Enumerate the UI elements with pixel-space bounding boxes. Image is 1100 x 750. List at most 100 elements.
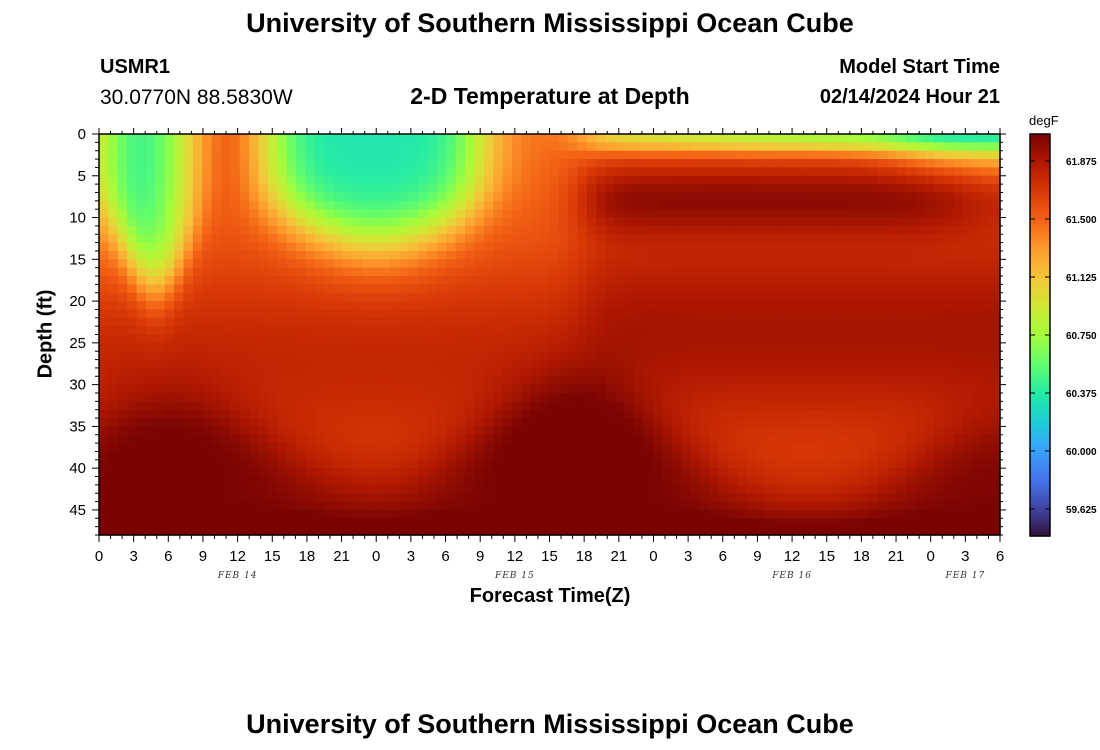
- heatmap-cell: [540, 142, 551, 152]
- heatmap-cell: [690, 359, 701, 369]
- heatmap-cell: [934, 250, 945, 260]
- heatmap-cell: [896, 200, 907, 210]
- heatmap-cell: [812, 359, 823, 369]
- heatmap-cell: [540, 342, 551, 352]
- heatmap-cell: [953, 326, 964, 336]
- heatmap-cell: [183, 159, 194, 169]
- heatmap-cell: [755, 351, 766, 361]
- heatmap-cell: [859, 276, 870, 285]
- heatmap-cell: [145, 167, 156, 177]
- heatmap-cell: [455, 459, 466, 469]
- heatmap-cell: [755, 434, 766, 444]
- heatmap-cell: [671, 142, 682, 152]
- heatmap-cell: [699, 384, 710, 394]
- heatmap-cell: [981, 342, 992, 352]
- heatmap-cell: [455, 509, 466, 519]
- heatmap-cell: [615, 367, 626, 377]
- heatmap-cell: [305, 209, 316, 219]
- heatmap-cell: [333, 175, 344, 185]
- heatmap-cell: [221, 351, 231, 361]
- heatmap-cell: [465, 484, 476, 494]
- heatmap-cell: [136, 376, 147, 386]
- heatmap-cell: [906, 234, 917, 244]
- heatmap-cell: [521, 317, 532, 327]
- heatmap-cell: [671, 476, 682, 486]
- heatmap-cell: [605, 451, 616, 461]
- heatmap-cell: [117, 317, 128, 327]
- heatmap-cell: [746, 418, 757, 427]
- heatmap-cell: [990, 509, 1001, 519]
- heatmap-cell: [558, 301, 569, 311]
- heatmap-cell: [643, 284, 654, 294]
- heatmap-cell: [587, 209, 598, 219]
- heatmap-cell: [680, 334, 691, 344]
- heatmap-cell: [155, 376, 166, 386]
- heatmap-cell: [192, 342, 203, 352]
- heatmap-cell: [718, 250, 729, 260]
- heatmap-cell: [352, 518, 363, 528]
- heatmap-cell: [812, 267, 823, 277]
- heatmap-cell: [117, 142, 128, 152]
- heatmap-cell: [249, 326, 260, 336]
- heatmap-cell: [981, 225, 992, 235]
- heatmap-cell: [108, 242, 119, 252]
- heatmap-cell: [624, 292, 635, 302]
- heatmap-cell: [605, 250, 616, 260]
- heatmap-cell: [596, 292, 607, 302]
- heatmap-cell: [971, 292, 982, 302]
- heatmap-cell: [680, 326, 691, 336]
- heatmap-cell: [455, 426, 466, 436]
- heatmap-cell: [718, 418, 729, 427]
- heatmap-cell: [296, 334, 307, 344]
- heatmap-cell: [755, 284, 766, 294]
- heatmap-cell: [221, 134, 231, 143]
- heatmap-cell: [746, 250, 757, 260]
- heatmap-cell: [962, 409, 973, 419]
- heatmap-cell: [446, 326, 457, 336]
- heatmap-cell: [352, 184, 363, 194]
- heatmap-cell: [859, 234, 870, 244]
- heatmap-cell: [877, 392, 888, 402]
- heatmap-cell: [145, 501, 156, 511]
- heatmap-cell: [906, 217, 917, 227]
- heatmap-cell: [690, 476, 701, 486]
- heatmap-cell: [662, 301, 673, 311]
- heatmap-cell: [436, 225, 447, 235]
- heatmap-cell: [371, 401, 382, 411]
- heatmap-cell: [99, 501, 109, 511]
- heatmap-cell: [436, 167, 447, 177]
- heatmap-cell: [624, 359, 635, 369]
- heatmap-cell: [380, 426, 391, 436]
- heatmap-cell: [436, 401, 447, 411]
- heatmap-cell: [596, 493, 607, 503]
- heatmap-cell: [587, 468, 598, 478]
- heatmap-cell: [502, 392, 513, 402]
- heatmap-cell: [859, 476, 870, 486]
- heatmap-cell: [774, 326, 785, 336]
- heatmap-cell: [587, 301, 598, 311]
- heatmap-cell: [962, 217, 973, 227]
- heatmap-cell: [436, 509, 447, 519]
- heatmap-cell: [633, 150, 644, 160]
- heatmap-cell: [540, 409, 551, 419]
- colorbar-swatch: [1030, 331, 1050, 336]
- heatmap-cell: [324, 342, 335, 352]
- heatmap-cell: [906, 493, 917, 503]
- heatmap-cell: [877, 451, 888, 461]
- heatmap-cell: [877, 493, 888, 503]
- heatmap-cell: [652, 142, 663, 152]
- heatmap-cell: [408, 359, 419, 369]
- heatmap-cell: [389, 225, 400, 235]
- heatmap-cell: [192, 301, 203, 311]
- heatmap-cell: [624, 267, 635, 277]
- heatmap-cell: [436, 301, 447, 311]
- heatmap-cell: [765, 192, 776, 202]
- heatmap-cell: [840, 317, 851, 327]
- heatmap-cell: [906, 418, 917, 427]
- heatmap-cell: [549, 426, 560, 436]
- heatmap-cell: [389, 326, 400, 336]
- heatmap-cell: [455, 167, 466, 177]
- heatmap-cell: [990, 334, 1001, 344]
- heatmap-cell: [615, 376, 626, 386]
- heatmap-cell: [117, 359, 128, 369]
